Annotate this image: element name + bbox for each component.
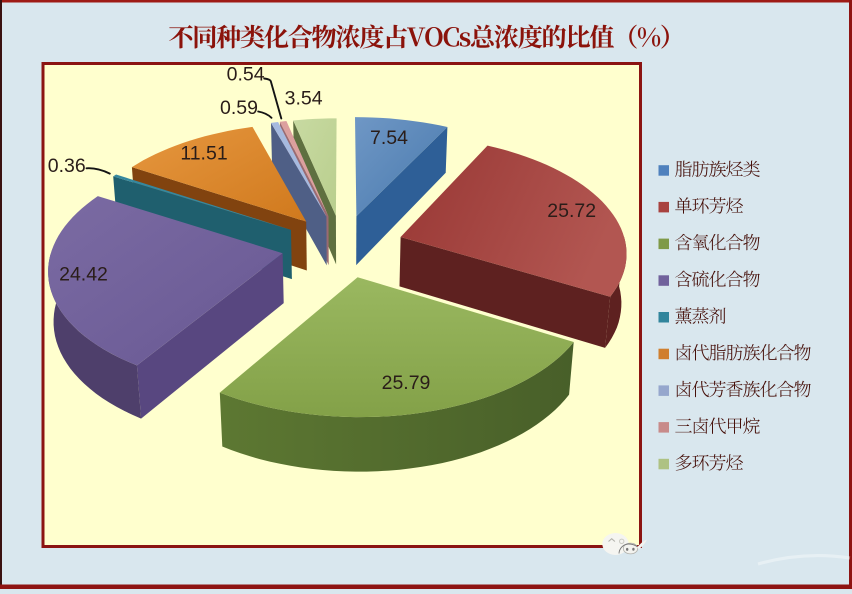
svg-text:7.54: 7.54 [370,127,408,149]
svg-text:25.72: 25.72 [547,200,596,222]
svg-text:25.79: 25.79 [382,372,431,394]
svg-text:0.59: 0.59 [220,97,258,119]
svg-text:24.42: 24.42 [59,264,108,286]
svg-text:3.54: 3.54 [285,88,323,110]
svg-text:11.51: 11.51 [180,143,227,165]
svg-text:0.54: 0.54 [227,64,265,86]
svg-text:0.36: 0.36 [48,155,86,177]
